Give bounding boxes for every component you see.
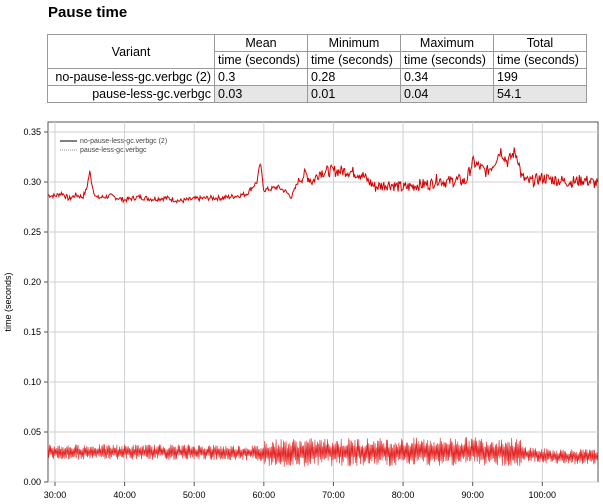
x-tick-label: 50:00 — [183, 490, 206, 500]
value-cell: 0.3 — [214, 68, 308, 86]
value-cell: 0.01 — [307, 85, 401, 103]
value-cell: 0.34 — [400, 68, 494, 86]
y-tick-label: 0.25 — [23, 227, 41, 237]
y-tick-label: 0.20 — [23, 277, 41, 287]
series-layer — [47, 147, 599, 467]
series-line-pause-less-gc — [47, 436, 598, 467]
value-cell: 0.28 — [307, 68, 401, 86]
legend: no-pause-less-gc.verbgc (2) pause-less-g… — [60, 138, 167, 154]
col-mean-header: Mean — [214, 34, 308, 52]
stats-table: Variant Mean Minimum Maximum Total time … — [47, 34, 587, 103]
y-axis: 0.00 0.05 0.10 0.15 0.20 0.25 0.30 0.35 — [23, 127, 48, 487]
value-cell: 199 — [493, 68, 587, 86]
grid — [48, 122, 598, 483]
col-minimum-header: Minimum — [307, 34, 401, 52]
y-tick-label: 0.35 — [23, 127, 41, 137]
unit-cell: time (seconds) — [307, 51, 401, 69]
y-tick-label: 0.10 — [23, 377, 41, 387]
x-tick-label: 30:00 — [44, 490, 67, 500]
col-maximum-header: Maximum — [400, 34, 494, 52]
col-total-header: Total — [493, 34, 587, 52]
x-tick-label: 100:00 — [529, 490, 557, 500]
value-cell: 0.04 — [400, 85, 494, 103]
unit-cell: time (seconds) — [493, 51, 587, 69]
y-tick-label: 0.05 — [23, 427, 41, 437]
value-cell: 0.03 — [214, 85, 308, 103]
pause-time-chart: 0.00 0.05 0.10 0.15 0.20 0.25 0.30 0.35 30:00 40… — [3, 121, 599, 500]
page-title: Pause time — [48, 4, 128, 21]
y-tick-label: 0.30 — [23, 177, 41, 187]
legend-label-series-1: no-pause-less-gc.verbgc (2) — [80, 138, 167, 145]
y-tick-label: 0.00 — [23, 477, 41, 487]
table-row: pause-less-gc.verbgc 0.03 0.01 0.04 54.1 — [47, 85, 587, 103]
x-axis: 30:00 40:00 50:00 60:00 70:00 80:00 90:00 100:0… — [44, 482, 556, 500]
x-tick-label: 60:00 — [253, 490, 276, 500]
y-tick-label: 0.15 — [23, 327, 41, 337]
variant-cell: no-pause-less-gc.verbgc (2) — [47, 68, 215, 86]
y-axis-label: time (seconds) — [3, 272, 13, 331]
table-row: no-pause-less-gc.verbgc (2) 0.3 0.28 0.3… — [47, 68, 587, 86]
table-header-row: Variant Mean Minimum Maximum Total — [47, 34, 587, 69]
x-tick-label: 70:00 — [322, 490, 345, 500]
unit-cell: time (seconds) — [400, 51, 494, 69]
x-tick-label: 90:00 — [461, 490, 484, 500]
variant-cell: pause-less-gc.verbgc — [47, 85, 215, 103]
x-tick-label: 80:00 — [392, 490, 415, 500]
variant-header: Variant — [47, 34, 215, 69]
series-line-no-pause-less-gc — [47, 147, 599, 204]
x-tick-label: 40:00 — [113, 490, 136, 500]
value-cell: 54.1 — [493, 85, 587, 103]
legend-label-series-2: pause-less-gc.verbgc — [80, 147, 147, 154]
unit-cell: time (seconds) — [214, 51, 308, 69]
